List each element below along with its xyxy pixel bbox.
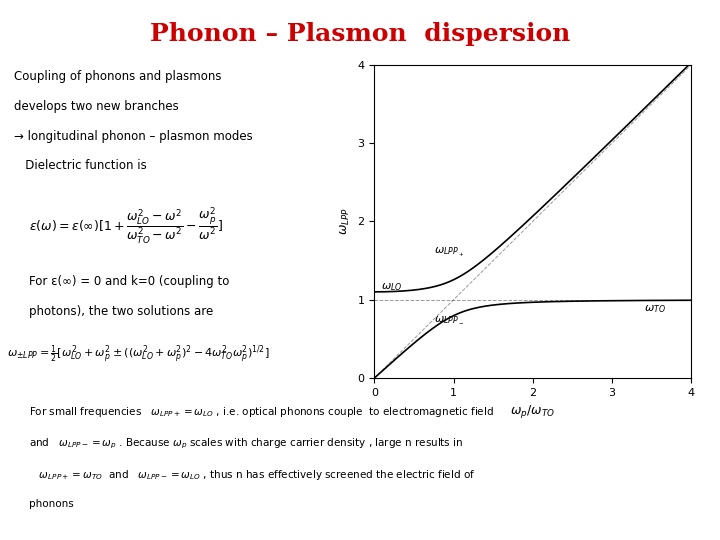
Text: Coupling of phonons and plasmons: Coupling of phonons and plasmons	[14, 70, 222, 83]
Text: $\omega_{LPP+} = \omega_{TO}$  and   $\omega_{LPP-} = \omega_{LO}$ , thus n has : $\omega_{LPP+} = \omega_{TO}$ and $\omeg…	[29, 468, 475, 482]
Text: phonons: phonons	[29, 499, 73, 509]
Text: develops two new branches: develops two new branches	[14, 100, 179, 113]
Text: → longitudinal phonon – plasmon modes: → longitudinal phonon – plasmon modes	[14, 130, 253, 143]
Text: For small frequencies   $\omega_{LPP+} = \omega_{LO}$ , i.e. optical phonons cou: For small frequencies $\omega_{LPP+} = \…	[29, 405, 494, 419]
X-axis label: $\omega_p / \omega_{TO}$: $\omega_p / \omega_{TO}$	[510, 403, 555, 420]
Y-axis label: $\omega_{LPP}$: $\omega_{LPP}$	[339, 207, 352, 235]
Text: $\omega_{TO}$: $\omega_{TO}$	[644, 303, 665, 315]
Text: Phonon – Plasmon  dispersion: Phonon – Plasmon dispersion	[150, 22, 570, 45]
Text: and   $\omega_{LPP-} = \omega_p$ . Because $\omega_p$ scales with charge carrier: and $\omega_{LPP-} = \omega_p$ . Because…	[29, 436, 463, 451]
Text: $\omega_{\pm LPP} = \frac{1}{2}[\omega_{LO}^2 + \omega_p^2 \pm ((\omega_{LO}^2 +: $\omega_{\pm LPP} = \frac{1}{2}[\omega_{…	[7, 343, 270, 366]
Text: $\omega_{LO}$: $\omega_{LO}$	[381, 281, 402, 293]
Text: Dielectric function is: Dielectric function is	[14, 159, 147, 172]
Text: $\omega_{LPP_+}$: $\omega_{LPP_+}$	[433, 246, 464, 259]
Text: $\varepsilon(\omega) = \varepsilon(\infty)[1 + \dfrac{\omega_{LO}^2 - \omega^2}{: $\varepsilon(\omega) = \varepsilon(\inft…	[29, 205, 222, 246]
Text: For ε(∞) = 0 and k=0 (coupling to: For ε(∞) = 0 and k=0 (coupling to	[29, 275, 229, 288]
Text: $\omega_{LPP_-}$: $\omega_{LPP_-}$	[433, 315, 464, 326]
Text: photons), the two solutions are: photons), the two solutions are	[29, 305, 213, 318]
